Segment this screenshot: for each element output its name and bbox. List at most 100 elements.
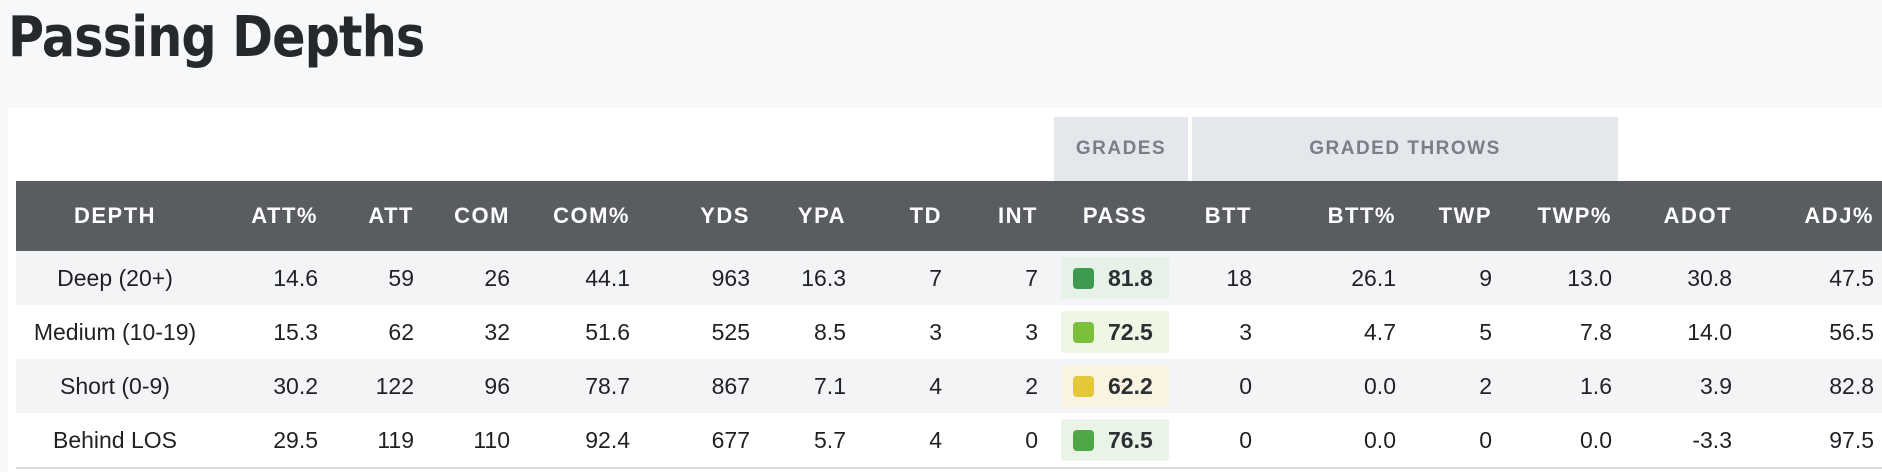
cell-ypa: 8.5	[758, 305, 854, 359]
grade-color-swatch	[1073, 375, 1094, 397]
cell-btt-pct: 0.0	[1260, 413, 1404, 469]
column-header-com[interactable]: COM	[422, 181, 518, 251]
column-header-depth[interactable]: DEPTH	[16, 181, 214, 251]
cell-twp: 9	[1404, 251, 1500, 305]
column-header-btt[interactable]: BTT	[1184, 181, 1260, 251]
column-header-int[interactable]: INT	[950, 181, 1046, 251]
cell-twp: 0	[1404, 413, 1500, 469]
cell-ypa: 5.7	[758, 413, 854, 469]
cell-att: 122	[326, 359, 422, 413]
grade-value: 81.8	[1108, 264, 1153, 291]
grade-value: 72.5	[1108, 318, 1153, 345]
cell-pass-grade: 81.8	[1046, 251, 1184, 305]
cell-com: 26	[422, 251, 518, 305]
cell-pass-grade: 62.2	[1046, 359, 1184, 413]
cell-ypa: 16.3	[758, 251, 854, 305]
cell-com: 110	[422, 413, 518, 469]
cell-adj-pct: 56.5	[1740, 305, 1882, 359]
cell-yds: 867	[638, 359, 758, 413]
cell-com: 32	[422, 305, 518, 359]
cell-depth: Deep (20+)	[16, 251, 214, 305]
cell-yds: 677	[638, 413, 758, 469]
cell-adj-pct: 97.5	[1740, 413, 1882, 469]
cell-twp: 2	[1404, 359, 1500, 413]
grade-badge: 72.5	[1061, 311, 1169, 353]
cell-td: 4	[854, 413, 950, 469]
cell-yds: 963	[638, 251, 758, 305]
cell-com-pct: 44.1	[518, 251, 638, 305]
column-header-td[interactable]: TD	[854, 181, 950, 251]
cell-att-pct: 29.5	[214, 413, 326, 469]
table-row: Deep (20+) 14.6 59 26 44.1 963 16.3 7 7 81.8 18 26.…	[16, 251, 1882, 305]
cell-com-pct: 78.7	[518, 359, 638, 413]
cell-depth: Medium (10-19)	[16, 305, 214, 359]
column-header-pass[interactable]: PASS	[1046, 181, 1184, 251]
cell-pass-grade: 76.5	[1046, 413, 1184, 469]
cell-depth: Short (0-9)	[16, 359, 214, 413]
cell-btt-pct: 4.7	[1260, 305, 1404, 359]
passing-depths-table-container: DEPTH ATT% ATT COM COM% YDS YPA TD INT P…	[16, 181, 1882, 469]
cell-com-pct: 51.6	[518, 305, 638, 359]
column-header-att-pct[interactable]: ATT%	[214, 181, 326, 251]
cell-adot: 14.0	[1620, 305, 1740, 359]
cell-ypa: 7.1	[758, 359, 854, 413]
cell-att-pct: 14.6	[214, 251, 326, 305]
grade-color-swatch	[1073, 321, 1094, 343]
column-header-adj-pct[interactable]: ADJ%	[1740, 181, 1882, 251]
cell-btt-pct: 26.1	[1260, 251, 1404, 305]
cell-adot: -3.3	[1620, 413, 1740, 469]
cell-yds: 525	[638, 305, 758, 359]
cell-td: 3	[854, 305, 950, 359]
cell-int: 0	[950, 413, 1046, 469]
group-header-grades: GRADES	[1054, 117, 1188, 181]
passing-depths-table: DEPTH ATT% ATT COM COM% YDS YPA TD INT P…	[16, 181, 1882, 469]
cell-depth: Behind LOS	[16, 413, 214, 469]
cell-twp-pct: 0.0	[1500, 413, 1620, 469]
cell-com: 96	[422, 359, 518, 413]
grade-badge: 76.5	[1061, 419, 1169, 461]
cell-adj-pct: 47.5	[1740, 251, 1882, 305]
cell-int: 7	[950, 251, 1046, 305]
cell-btt-pct: 0.0	[1260, 359, 1404, 413]
cell-int: 2	[950, 359, 1046, 413]
cell-btt: 0	[1184, 359, 1260, 413]
cell-twp-pct: 13.0	[1500, 251, 1620, 305]
cell-att: 62	[326, 305, 422, 359]
group-header-graded-throws: GRADED THROWS	[1192, 117, 1618, 181]
grade-value: 62.2	[1108, 372, 1153, 399]
cell-td: 7	[854, 251, 950, 305]
cell-twp-pct: 1.6	[1500, 359, 1620, 413]
cell-btt: 18	[1184, 251, 1260, 305]
column-header-btt-pct[interactable]: BTT%	[1260, 181, 1404, 251]
column-header-twp[interactable]: TWP	[1404, 181, 1500, 251]
column-header-ypa[interactable]: YPA	[758, 181, 854, 251]
cell-btt: 3	[1184, 305, 1260, 359]
column-header-com-pct[interactable]: COM%	[518, 181, 638, 251]
cell-att: 119	[326, 413, 422, 469]
table-row: Behind LOS 29.5 119 110 92.4 677 5.7 4 0 76.5 0 0.0…	[16, 413, 1882, 469]
grade-color-swatch	[1073, 267, 1094, 289]
table-row: Medium (10-19) 15.3 62 32 51.6 525 8.5 3 3 72.5 3 4…	[16, 305, 1882, 359]
column-header-att[interactable]: ATT	[326, 181, 422, 251]
column-header-twp-pct[interactable]: TWP%	[1500, 181, 1620, 251]
table-row: Short (0-9) 30.2 122 96 78.7 867 7.1 4 2 62.2 0 0.0…	[16, 359, 1882, 413]
cell-com-pct: 92.4	[518, 413, 638, 469]
cell-td: 4	[854, 359, 950, 413]
cell-int: 3	[950, 305, 1046, 359]
grade-badge: 81.8	[1061, 257, 1169, 299]
cell-att-pct: 15.3	[214, 305, 326, 359]
cell-att: 59	[326, 251, 422, 305]
grade-color-swatch	[1073, 429, 1094, 451]
column-header-yds[interactable]: YDS	[638, 181, 758, 251]
cell-btt: 0	[1184, 413, 1260, 469]
grade-badge: 62.2	[1061, 365, 1169, 407]
table-header-row: DEPTH ATT% ATT COM COM% YDS YPA TD INT P…	[16, 181, 1882, 251]
cell-att-pct: 30.2	[214, 359, 326, 413]
cell-adot: 3.9	[1620, 359, 1740, 413]
cell-twp-pct: 7.8	[1500, 305, 1620, 359]
column-header-adot[interactable]: ADOT	[1620, 181, 1740, 251]
grade-value: 76.5	[1108, 426, 1153, 453]
cell-adj-pct: 82.8	[1740, 359, 1882, 413]
page-title: Passing Depths	[8, 5, 425, 70]
cell-pass-grade: 72.5	[1046, 305, 1184, 359]
